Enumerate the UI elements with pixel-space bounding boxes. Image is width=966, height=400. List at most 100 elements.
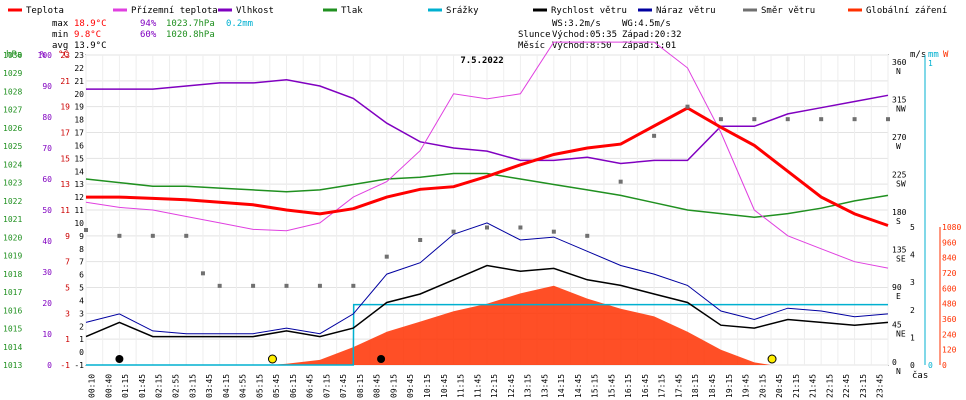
wind-direction-point (485, 225, 489, 230)
wind-direction-point (284, 283, 289, 288)
speed-tick: 13 (74, 180, 84, 189)
pressure-tick: 1016 (3, 306, 22, 315)
pressure-tick: 1027 (3, 106, 22, 115)
sun-rise: Východ:05:35 (552, 30, 617, 40)
wind-direction-point (451, 229, 456, 234)
time-tick: 03:15 (188, 374, 197, 398)
time-tick: 10:45 (440, 374, 449, 398)
time-tick: 15:45 (607, 374, 616, 398)
pressure-unit: hPa (6, 50, 22, 60)
time-tick: 15:15 (591, 374, 600, 398)
time-tick: 02:15 (155, 374, 164, 398)
time-tick: 14:45 (574, 374, 583, 398)
humidity-tick: 90 (42, 82, 52, 91)
time-tick: 01:45 (138, 374, 147, 398)
time-tick: 20:45 (775, 374, 784, 398)
legend-label: Globální záření (866, 6, 947, 16)
speed-tick: -1 (74, 361, 84, 370)
speed-tick: 6 (79, 271, 84, 280)
wind-direction-point (184, 233, 189, 238)
direction-tick: 0 (892, 358, 897, 367)
legend-label: Tlak (341, 6, 363, 16)
time-tick: 00:10 (88, 374, 97, 398)
stat-max-hum: 94% (140, 19, 157, 29)
time-tick: 16:15 (624, 374, 633, 398)
x-axis-label: čas (912, 370, 928, 381)
radiation-tick: 360 (942, 315, 957, 324)
legend-label: Přízemní teplota (131, 6, 218, 16)
time-tick: 16:45 (641, 374, 650, 398)
wind-direction-point (418, 238, 423, 242)
temp-tick: 19 (60, 103, 70, 112)
time-tick: 20:15 (758, 374, 767, 398)
temp-tick: 3 (65, 309, 70, 318)
humidity-tick: 70 (42, 144, 52, 153)
temp-tick: 7 (65, 258, 70, 267)
wind-direction-point (785, 117, 790, 122)
wind-tick: 3 (910, 278, 915, 287)
wind-speed-line (85, 264, 889, 338)
wind-tick: 2 (910, 306, 915, 315)
stat-min-temp: 9.8°C (74, 30, 101, 40)
time-tick: 17:15 (658, 374, 667, 398)
chart-title: 7.5.2022 (460, 56, 503, 66)
pressure-tick: 1018 (3, 270, 22, 279)
time-tick: 18:15 (691, 374, 700, 398)
time-tick: 10:15 (423, 374, 432, 398)
wind-speed-stat: WS:3.2m/s (552, 19, 601, 29)
time-tick: 04:15 (222, 374, 231, 398)
direction-tick: 360 (892, 58, 907, 67)
radiation-area (86, 285, 888, 365)
wind-direction-point (718, 117, 723, 122)
time-tick: 19:45 (742, 374, 751, 398)
humidity-tick: 100 (38, 51, 53, 60)
time-tick: 05:45 (272, 374, 281, 398)
humidity-tick: 80 (42, 113, 52, 122)
stat-min-press: 1020.8hPa (166, 30, 215, 40)
sunset-marker (767, 354, 777, 364)
speed-unit: m/s (910, 50, 926, 60)
sun-set: Západ:20:32 (622, 30, 682, 40)
speed-tick: 21 (74, 77, 84, 86)
speed-tick: 12 (74, 193, 84, 202)
rain-unit: mm (928, 50, 939, 60)
speed-tick: 10 (74, 219, 84, 228)
radiation-tick: 840 (942, 254, 957, 263)
pressure-tick: 1020 (3, 233, 22, 242)
radiation-tick: 240 (942, 330, 957, 339)
humidity-tick: 40 (42, 237, 52, 246)
temp-tick: 11 (60, 206, 70, 215)
moonset-marker (115, 355, 124, 363)
temp-tick: 13 (60, 180, 70, 189)
time-tick: 13:15 (524, 374, 533, 398)
direction-name: W (896, 142, 901, 151)
wind-direction-point (84, 228, 88, 232)
time-tick: 21:45 (809, 374, 818, 398)
rain-tick: 1 (928, 59, 933, 68)
direction-tick: 180 (892, 208, 907, 217)
speed-tick: 8 (79, 245, 84, 254)
speed-tick: 2 (79, 322, 84, 331)
time-tick: 13:45 (540, 374, 549, 398)
speed-tick: 15 (74, 154, 84, 163)
speed-tick: 22 (74, 64, 84, 73)
direction-name: NW (896, 105, 906, 114)
speed-tick: 4 (79, 296, 84, 305)
wind-direction-point (317, 283, 322, 288)
pressure-tick: 1030 (3, 51, 22, 60)
time-tick: 04:55 (239, 374, 248, 398)
pressure-tick: 1019 (3, 252, 22, 261)
temp-unit: °C (58, 50, 69, 60)
direction-tick: 315 (892, 96, 907, 105)
ground-temp-line (85, 41, 889, 269)
pressure-line (85, 172, 889, 219)
legend-label: Rychlost větru (551, 6, 627, 16)
time-tick: 06:15 (289, 374, 298, 398)
time-tick: 08:15 (356, 374, 365, 398)
direction-name: SW (896, 180, 906, 189)
pressure-tick: 1025 (3, 142, 22, 151)
stat-avg-temp: 13.9°C (74, 41, 107, 51)
direction-name: N (896, 367, 901, 376)
direction-name: S (896, 217, 901, 226)
wind-direction-point (585, 233, 590, 238)
